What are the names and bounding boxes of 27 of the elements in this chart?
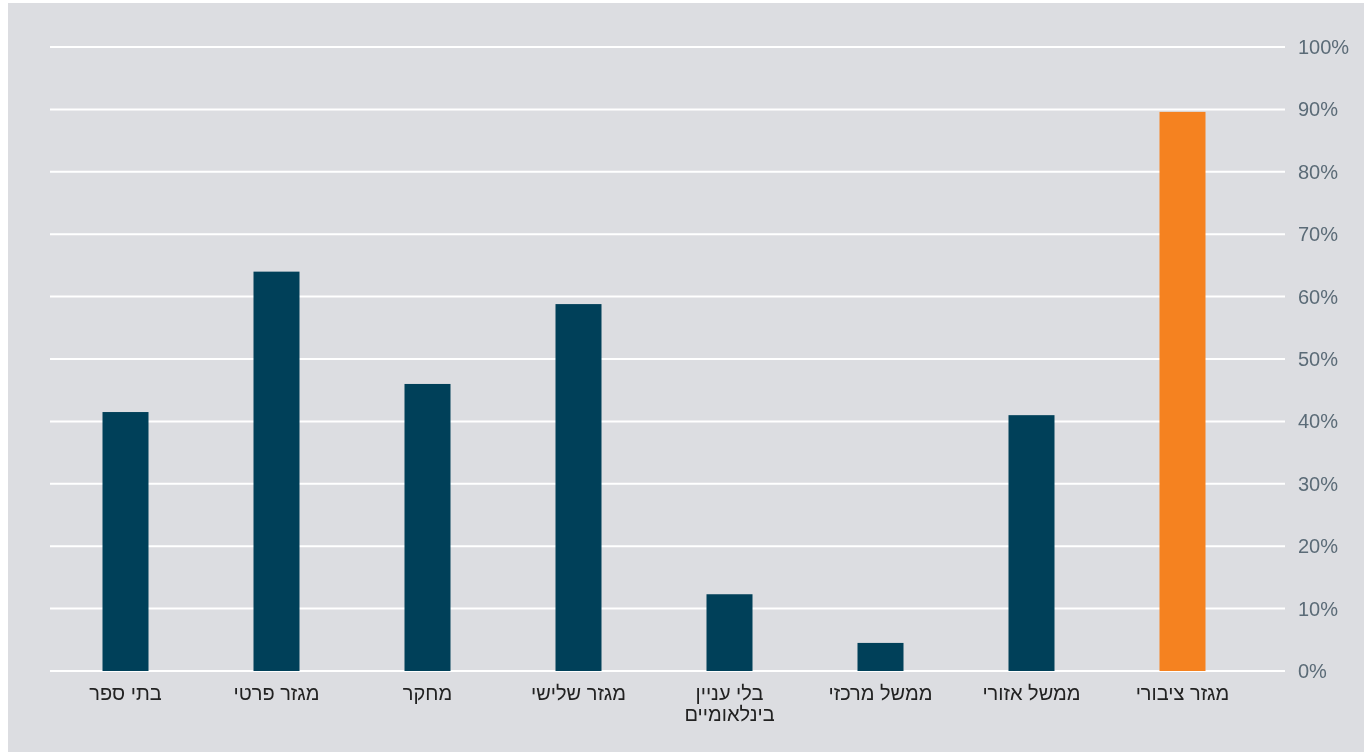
bar bbox=[555, 304, 602, 671]
bar bbox=[1008, 415, 1055, 671]
y-tick-label: 60% bbox=[1298, 285, 1339, 308]
y-tick-label: 70% bbox=[1298, 223, 1339, 246]
x-tick-label: ממשל אזורי bbox=[982, 682, 1081, 704]
y-tick-label: 80% bbox=[1298, 160, 1339, 183]
bar bbox=[404, 383, 451, 671]
y-tick-label: 20% bbox=[1298, 535, 1339, 558]
y-tick-label: 10% bbox=[1298, 597, 1339, 620]
x-tick-label: בתי ספר bbox=[89, 682, 162, 704]
bar bbox=[253, 271, 300, 671]
y-tick-label: 0% bbox=[1298, 660, 1328, 682]
x-tick-label: מחקר bbox=[402, 682, 453, 704]
bar bbox=[857, 642, 904, 671]
y-tick-label: 50% bbox=[1298, 348, 1339, 370]
y-tick-label: 40% bbox=[1298, 410, 1339, 433]
x-tick-label: מגזר שלישי bbox=[530, 682, 627, 704]
bar bbox=[1159, 111, 1206, 671]
bar bbox=[102, 412, 149, 671]
bar bbox=[706, 594, 753, 671]
x-tick-label: בלי עניין בינלאומיים bbox=[684, 682, 775, 725]
x-tick-label: מגזר ציבורי bbox=[1135, 682, 1230, 704]
x-tick-label: ממשל מרכזי bbox=[828, 682, 933, 704]
y-tick-label: 100% bbox=[1298, 36, 1350, 58]
y-tick-label: 90% bbox=[1298, 98, 1339, 121]
x-tick-label: מגזר פרטי bbox=[233, 682, 320, 704]
y-tick-label: 30% bbox=[1298, 472, 1339, 495]
